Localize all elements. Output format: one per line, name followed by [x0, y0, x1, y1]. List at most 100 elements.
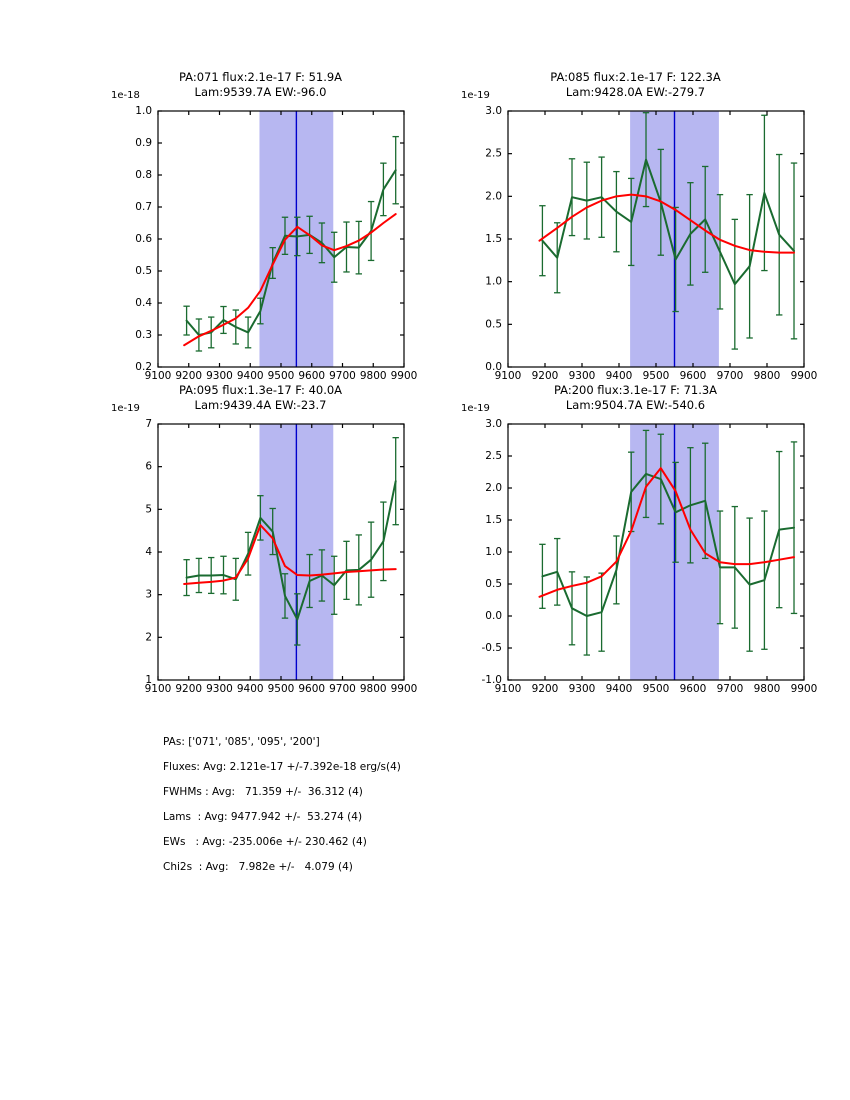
panel-subtitle-line2: Lam:9439.4A EW:-23.7: [194, 398, 327, 412]
y-tick-label: 3.0: [485, 105, 502, 117]
x-tick-label: 9400: [606, 683, 633, 695]
panel-top-right: PA:085 flux:2.1e-17 F: 122.3A Lam:9428.0…: [461, 70, 817, 390]
y-tick-label: 0.5: [485, 578, 502, 590]
panel-title-line1: PA:071 flux:2.1e-17 F: 51.9A: [178, 70, 343, 84]
x-tick-label: 9900: [791, 683, 818, 695]
x-tick-label: 9500: [268, 370, 295, 382]
x-tick-label: 9600: [680, 370, 707, 382]
summary-text-block: PAs: ['071', '085', '095', '200'] Fluxes…: [163, 736, 583, 886]
x-tick-label: 9100: [495, 683, 522, 695]
series-model: [538, 467, 796, 598]
y-axis-offset-label: 1e-19: [461, 403, 490, 414]
panel-subtitle-line2: Lam:9504.7A EW:-540.6: [565, 398, 706, 412]
y-tick-label: 1: [145, 674, 152, 686]
summary-line-fluxes: Fluxes: Avg: 2.121e-17 +/-7.392e-18 erg/…: [163, 761, 401, 773]
x-tick-label: 9300: [206, 683, 233, 695]
y-tick-label: 5: [145, 503, 152, 515]
x-tick-label: 9800: [360, 683, 387, 695]
y-tick-label: 0.4: [135, 297, 152, 309]
y-tick-label: 0.6: [135, 233, 152, 245]
x-tick-label: 9600: [680, 683, 707, 695]
x-tick-label: 9100: [145, 370, 172, 382]
x-tick-label: 9900: [391, 370, 418, 382]
x-tick-label: 9400: [237, 683, 264, 695]
x-tick-label: 9800: [360, 370, 387, 382]
y-axis-offset-label: 1e-18: [111, 90, 140, 101]
summary-line-fwhms: FWHMs : Avg: 71.359 +/- 36.312 (4): [163, 786, 363, 798]
y-tick-label: 0.0: [485, 610, 502, 622]
y-tick-label: 3.0: [485, 418, 502, 430]
summary-line-ews: EWs : Avg: -235.006e +/- 230.462 (4): [163, 836, 367, 848]
summary-line-lams: Lams : Avg: 9477.942 +/- 53.274 (4): [163, 811, 363, 823]
y-tick-label: 0.0: [485, 361, 502, 373]
x-tick-label: 9100: [495, 370, 522, 382]
y-tick-label: 2.5: [485, 450, 502, 462]
y-tick-label: -1.0: [482, 674, 503, 686]
panel-bottom-left: PA:095 flux:1.3e-17 F: 40.0A Lam:9439.4A…: [111, 383, 417, 703]
panel-title-line1: PA:200 flux:3.1e-17 F: 71.3A: [553, 383, 718, 397]
x-tick-label: 9700: [329, 683, 356, 695]
panel-title-line1: PA:085 flux:2.1e-17 F: 122.3A: [550, 70, 721, 84]
y-tick-label: 1.0: [485, 276, 502, 288]
x-tick-label: 9700: [717, 683, 744, 695]
y-tick-label: 0.5: [135, 265, 152, 277]
x-tick-label: 9900: [791, 370, 818, 382]
x-tick-label: 9200: [175, 370, 202, 382]
x-tick-label: 9300: [569, 370, 596, 382]
x-tick-label: 9300: [206, 370, 233, 382]
x-tick-label: 9700: [717, 370, 744, 382]
y-tick-label: 0.5: [485, 318, 502, 330]
summary-line-chi2s: Chi2s : Avg: 7.982e +/- 4.079 (4): [163, 861, 353, 873]
y-tick-label: 4: [145, 546, 152, 558]
x-tick-label: 9400: [606, 370, 633, 382]
x-tick-label: 9500: [268, 683, 295, 695]
y-tick-label: -0.5: [482, 642, 503, 654]
y-tick-label: 3: [145, 589, 152, 601]
y-tick-label: 1.5: [485, 514, 502, 526]
x-tick-label: 9200: [532, 370, 559, 382]
plot-area-top-right: 0.0 0.5 1.0 1.5 2.0 2.5 3.0 9100 9200 9300 9400 950…: [485, 105, 817, 382]
y-tick-label: 2: [145, 631, 152, 643]
summary-line-pas: PAs: ['071', '085', '095', '200']: [163, 736, 320, 748]
y-tick-label: 1.5: [485, 233, 502, 245]
series-model: [538, 193, 796, 254]
y-tick-label: 2.0: [485, 190, 502, 202]
y-tick-label: 0.3: [135, 329, 152, 341]
y-tick-label: 0.9: [135, 137, 152, 149]
plot-area-bottom-right: -1.0 -0.5 0.0 0.5 1.0 1.5 2.0 2.5 3.0 9100 9200 930…: [482, 418, 818, 695]
series-model: [183, 524, 397, 585]
y-tick-label: 0.2: [135, 361, 152, 373]
y-tick-label: 2.5: [485, 148, 502, 160]
x-tick-label: 9900: [391, 683, 418, 695]
y-tick-label: 1.0: [135, 105, 152, 117]
x-tick-label: 9100: [145, 683, 172, 695]
series-observed: [541, 472, 796, 617]
panel-subtitle-line2: Lam:9428.0A EW:-279.7: [565, 85, 706, 99]
panel-top-left: PA:071 flux:2.1e-17 F: 51.9A Lam:9539.7A…: [111, 70, 417, 390]
y-axis-offset-label: 1e-19: [461, 90, 490, 101]
panel-bottom-right: PA:200 flux:3.1e-17 F: 71.3A Lam:9504.7A…: [461, 383, 817, 703]
y-tick-label: 7: [145, 418, 152, 430]
x-tick-label: 9300: [569, 683, 596, 695]
series-observed: [185, 480, 397, 621]
y-tick-label: 0.8: [135, 169, 152, 181]
x-tick-label: 9500: [643, 370, 670, 382]
x-tick-label: 9800: [754, 683, 781, 695]
y-tick-label: 1.0: [485, 546, 502, 558]
panel-subtitle-line2: Lam:9539.7A EW:-96.0: [194, 85, 327, 99]
y-tick-label: 6: [145, 461, 152, 473]
x-tick-label: 9700: [329, 370, 356, 382]
x-tick-label: 9500: [643, 683, 670, 695]
x-tick-label: 9200: [532, 683, 559, 695]
x-tick-label: 9600: [298, 683, 325, 695]
series-observed: [541, 158, 796, 286]
x-tick-label: 9200: [175, 683, 202, 695]
y-tick-label: 0.7: [135, 201, 152, 213]
series-observed: [185, 169, 397, 336]
series-model: [183, 213, 397, 347]
plot-area-top-left: 0.2 0.3 0.4 0.5 0.6 0.7 0.8 0.9 1.0 9100 9200 9300 9…: [135, 105, 417, 382]
panel-title-line1: PA:095 flux:1.3e-17 F: 40.0A: [178, 383, 343, 397]
x-tick-label: 9400: [237, 370, 264, 382]
